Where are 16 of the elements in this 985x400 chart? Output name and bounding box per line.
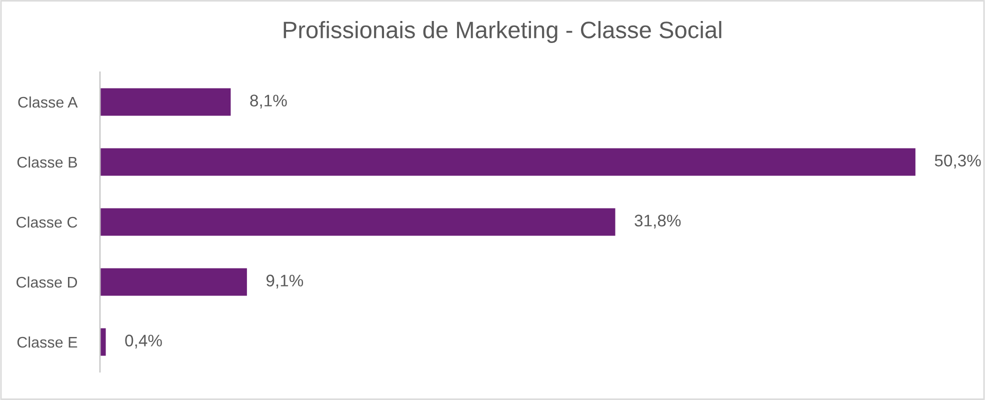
data-label: 0,4%	[125, 334, 162, 348]
data-label: 8,1%	[250, 94, 287, 108]
bar	[100, 146, 917, 178]
bar	[100, 206, 617, 238]
y-tick-label: Classe E	[17, 336, 78, 348]
bar	[100, 266, 248, 298]
bar	[100, 86, 232, 118]
data-label: 50,3%	[934, 154, 981, 168]
y-tick-label: Classe A	[18, 96, 78, 108]
bar	[100, 326, 108, 358]
data-label: 31,8%	[634, 214, 681, 228]
chart-title: Profissionais de Marketing - Classe Social	[284, 20, 722, 44]
data-label: 9,1%	[266, 274, 304, 288]
y-tick-label: Classe B	[17, 156, 77, 168]
y-tick-label: Classe D	[16, 276, 78, 288]
y-tick-label: Classe C	[16, 216, 78, 228]
